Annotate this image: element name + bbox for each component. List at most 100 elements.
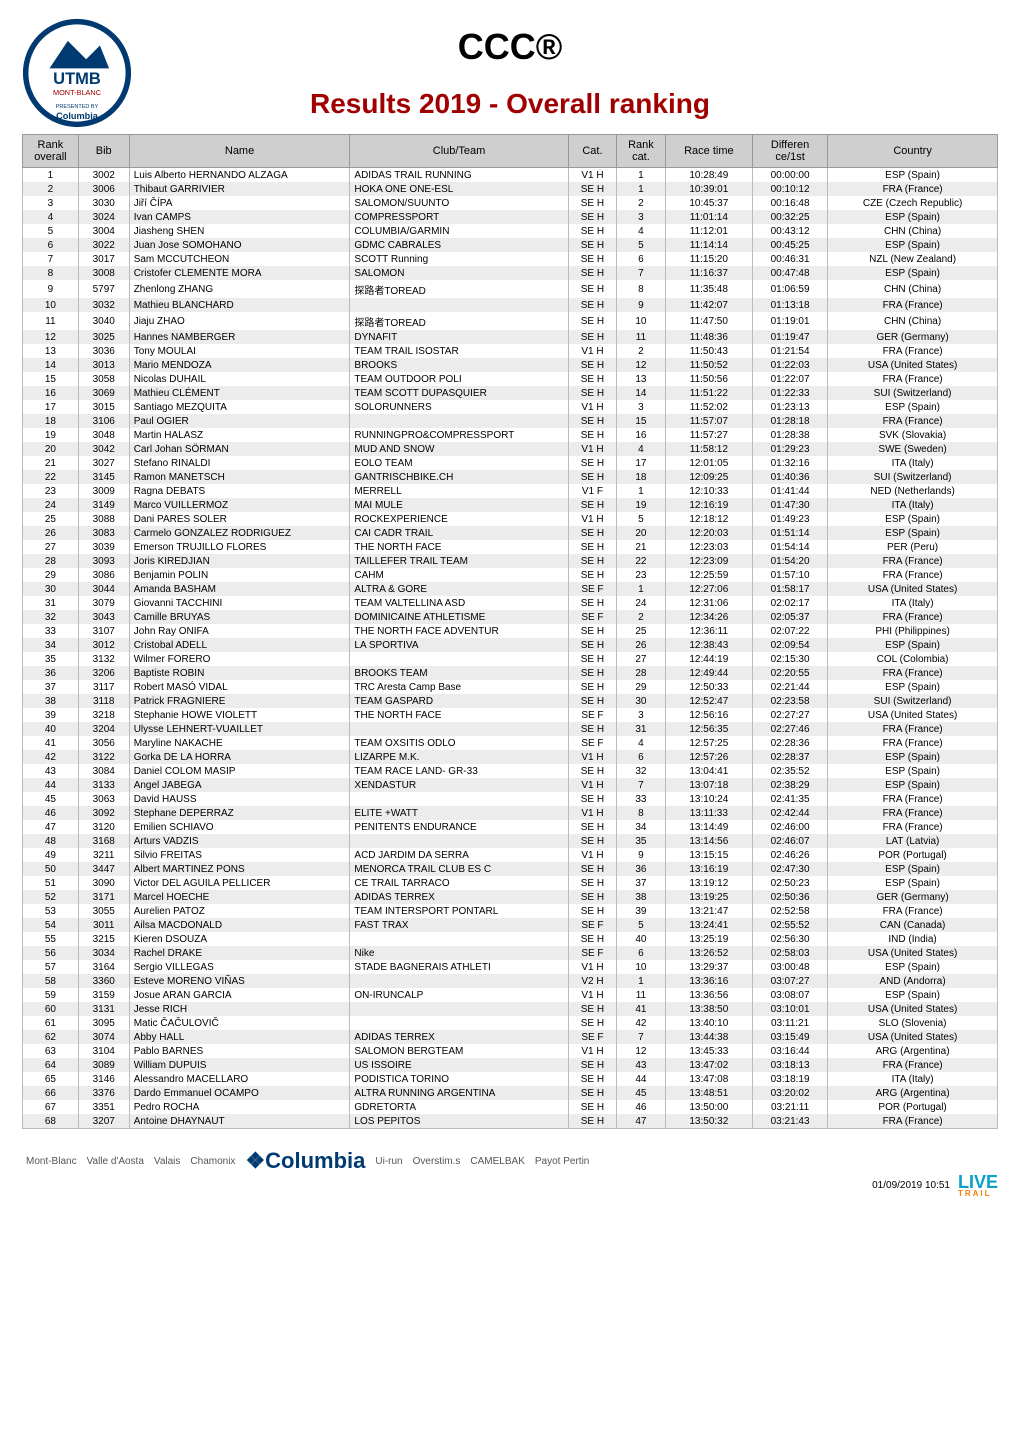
cell-diff: 01:19:01 [753,312,828,330]
cell-rankcat: 6 [617,946,666,960]
cell-time: 13:36:56 [665,988,752,1002]
cell-country: ESP (Spain) [828,526,998,540]
cell-cat: SE H [568,330,617,344]
cell-name: Nicolas DUHAIL [129,372,350,386]
cell-cat: SE H [568,298,617,312]
cell-time: 10:28:49 [665,168,752,183]
cell-cat: SE H [568,554,617,568]
cell-club: BROOKS TEAM [350,666,568,680]
cell-bib: 5797 [78,280,129,298]
cell-country: FRA (France) [828,298,998,312]
cell-rankcat: 5 [617,512,666,526]
cell-country: FRA (France) [828,372,998,386]
cell-diff: 03:10:01 [753,1002,828,1016]
cell-rankcat: 29 [617,680,666,694]
cell-bib: 3376 [78,1086,129,1100]
cell-club: ADIDAS TERREX [350,890,568,904]
cell-name: Mathieu CLÉMENT [129,386,350,400]
cell-time: 13:15:15 [665,848,752,862]
cell-rank: 24 [23,498,79,512]
table-row: 253088Dani PARES SOLERROCKEXPERIENCEV1 H… [23,512,998,526]
cell-name: Tony MOULAI [129,344,350,358]
table-row: 323043Camille BRUYASDOMINICAINE ATHLETIS… [23,610,998,624]
cell-diff: 02:46:00 [753,820,828,834]
cell-bib: 3012 [78,638,129,652]
cell-country: ITA (Italy) [828,1072,998,1086]
cell-cat: SE H [568,596,617,610]
cell-rankcat: 1 [617,484,666,498]
cell-cat: SE H [568,652,617,666]
cell-time: 11:35:48 [665,280,752,298]
table-row: 33030Jiří ČÍPASALOMON/SUUNTOSE H210:45:3… [23,196,998,210]
cell-name: Carmelo GONZALEZ RODRIGUEZ [129,526,350,540]
cell-club: EOLO TEAM [350,456,568,470]
cell-diff: 02:05:37 [753,610,828,624]
cell-time: 11:15:20 [665,252,752,266]
cell-rank: 23 [23,484,79,498]
cell-time: 13:16:19 [665,862,752,876]
cell-rank: 44 [23,778,79,792]
table-row: 583360Esteve MORENO VIÑASV2 H113:36:1603… [23,974,998,988]
cell-diff: 02:27:46 [753,722,828,736]
cell-diff: 02:09:54 [753,638,828,652]
logo-top-text: UTMB [53,70,101,88]
cell-rankcat: 11 [617,988,666,1002]
cell-club: 探路者TOREAD [350,312,568,330]
cell-cat: SE H [568,834,617,848]
cell-rankcat: 1 [617,182,666,196]
cell-rank: 33 [23,624,79,638]
sponsor-logo: ❖Columbia [245,1147,365,1175]
table-row: 403204Ulysse LEHNERT-VUAILLETSE H3112:56… [23,722,998,736]
cell-diff: 02:15:30 [753,652,828,666]
cell-country: ESP (Spain) [828,960,998,974]
cell-club: MUD AND SNOW [350,442,568,456]
cell-name: Emilien SCHIAVO [129,820,350,834]
cell-diff: 01:57:10 [753,568,828,582]
cell-rankcat: 4 [617,736,666,750]
cell-rankcat: 31 [617,722,666,736]
cell-country: ESP (Spain) [828,400,998,414]
cell-bib: 3204 [78,722,129,736]
col-club: Club/Team [350,135,568,168]
cell-rank: 25 [23,512,79,526]
cell-country: ESP (Spain) [828,512,998,526]
cell-club: PENITENTS ENDURANCE [350,820,568,834]
generation-timestamp: 01/09/2019 10:51 [872,1180,950,1191]
cell-time: 11:01:14 [665,210,752,224]
table-row: 103032Mathieu BLANCHARDSE H911:42:0701:1… [23,298,998,312]
cell-diff: 01:54:20 [753,554,828,568]
cell-rank: 32 [23,610,79,624]
table-row: 193048Martin HALASZRUNNINGPRO&COMPRESSPO… [23,428,998,442]
cell-diff: 01:40:36 [753,470,828,484]
cell-country: ESP (Spain) [828,764,998,778]
cell-rank: 49 [23,848,79,862]
cell-country: FRA (France) [828,722,998,736]
table-row: 593159Josue ARAN GARCIAON-IRUNCALPV1 H11… [23,988,998,1002]
cell-diff: 02:20:55 [753,666,828,680]
cell-diff: 02:23:58 [753,694,828,708]
cell-rank: 17 [23,400,79,414]
cell-time: 12:49:44 [665,666,752,680]
table-row: 153058Nicolas DUHAILTEAM OUTDOOR POLISE … [23,372,998,386]
cell-cat: SE H [568,372,617,386]
cell-country: FRA (France) [828,182,998,196]
cell-cat: V1 H [568,168,617,183]
cell-rankcat: 32 [617,764,666,778]
cell-club [350,792,568,806]
cell-cat: SE H [568,526,617,540]
cell-diff: 03:08:07 [753,988,828,1002]
cell-rank: 18 [23,414,79,428]
cell-rankcat: 9 [617,298,666,312]
cell-club: ADIDAS TERREX [350,1030,568,1044]
cell-rankcat: 27 [617,652,666,666]
cell-bib: 3120 [78,820,129,834]
cell-bib: 3164 [78,960,129,974]
cell-bib: 3056 [78,736,129,750]
sponsor-logo: Overstim.s [413,1147,461,1175]
cell-cat: SE H [568,280,617,298]
cell-rankcat: 47 [617,1114,666,1129]
cell-diff: 00:16:48 [753,196,828,210]
cell-diff: 01:51:14 [753,526,828,540]
cell-name: Stephane DEPERRAZ [129,806,350,820]
cell-club: SALOMON [350,266,568,280]
